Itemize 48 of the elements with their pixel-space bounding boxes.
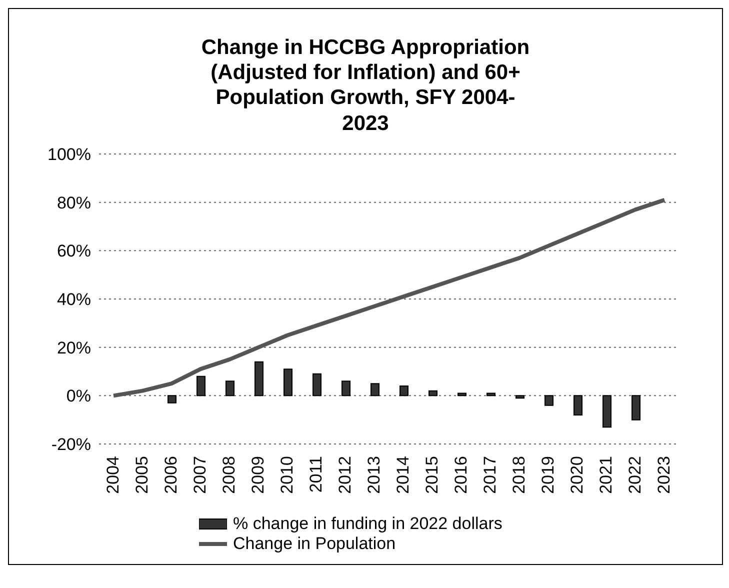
x-tick-label: 2020 bbox=[568, 456, 586, 494]
x-tick-label: 2006 bbox=[162, 456, 180, 494]
x-tick-label: 2015 bbox=[422, 456, 442, 494]
x-tick-label: 2011 bbox=[306, 456, 326, 492]
y-tick-label: 60% bbox=[56, 241, 91, 260]
line-series bbox=[112, 198, 666, 398]
bar bbox=[370, 382, 380, 396]
bar bbox=[254, 361, 264, 396]
bar bbox=[602, 394, 612, 428]
bar bbox=[312, 373, 322, 396]
x-tick-label: 2010 bbox=[278, 456, 296, 494]
x-tick-label: 2008 bbox=[220, 456, 238, 494]
legend-label: % change in funding in 2022 dollars bbox=[233, 514, 502, 534]
bar bbox=[516, 394, 524, 398]
bar bbox=[632, 394, 640, 420]
x-tick-label: 2009 bbox=[248, 456, 268, 494]
bar bbox=[196, 376, 206, 396]
bar bbox=[574, 394, 582, 416]
y-tick-label: 80% bbox=[56, 193, 91, 212]
bar bbox=[284, 368, 292, 396]
bar bbox=[458, 392, 466, 396]
x-tick-label: 2023 bbox=[654, 456, 674, 494]
x-tick-label: 2019 bbox=[538, 456, 558, 494]
bar bbox=[342, 380, 350, 396]
x-tick-label: 2013 bbox=[364, 456, 384, 494]
y-tick-label: 0% bbox=[66, 386, 91, 406]
y-tick-label: 20% bbox=[56, 338, 91, 358]
x-tick-label: 2004 bbox=[104, 456, 122, 494]
x-tick-label: 2018 bbox=[510, 456, 528, 494]
x-tick-label: 2012 bbox=[336, 456, 354, 494]
bar bbox=[428, 390, 438, 396]
y-tick-label: 40% bbox=[56, 290, 91, 309]
x-tick-label: 2017 bbox=[480, 456, 500, 494]
bar bbox=[226, 380, 234, 396]
y-tick-label: 100% bbox=[48, 144, 91, 164]
bar bbox=[486, 392, 496, 396]
chart-title: Change in HCCBG Appropriation (Adjusted for Inflation) and 60+ Population Growth, SFY 2004-2023 bbox=[200, 35, 531, 136]
x-tick-label: 2021 bbox=[596, 456, 616, 494]
bar bbox=[544, 394, 554, 406]
x-tick-label: 2005 bbox=[132, 456, 152, 494]
bar bbox=[400, 385, 408, 396]
x-tick-label: 2016 bbox=[452, 456, 470, 494]
x-tick-label: 2022 bbox=[626, 456, 644, 494]
bar bbox=[168, 394, 176, 404]
y-tick-label: -20% bbox=[51, 434, 91, 454]
legend-label: Change in Population bbox=[233, 534, 396, 554]
x-tick-label: 2007 bbox=[190, 456, 210, 494]
x-tick-label: 2014 bbox=[394, 456, 412, 494]
